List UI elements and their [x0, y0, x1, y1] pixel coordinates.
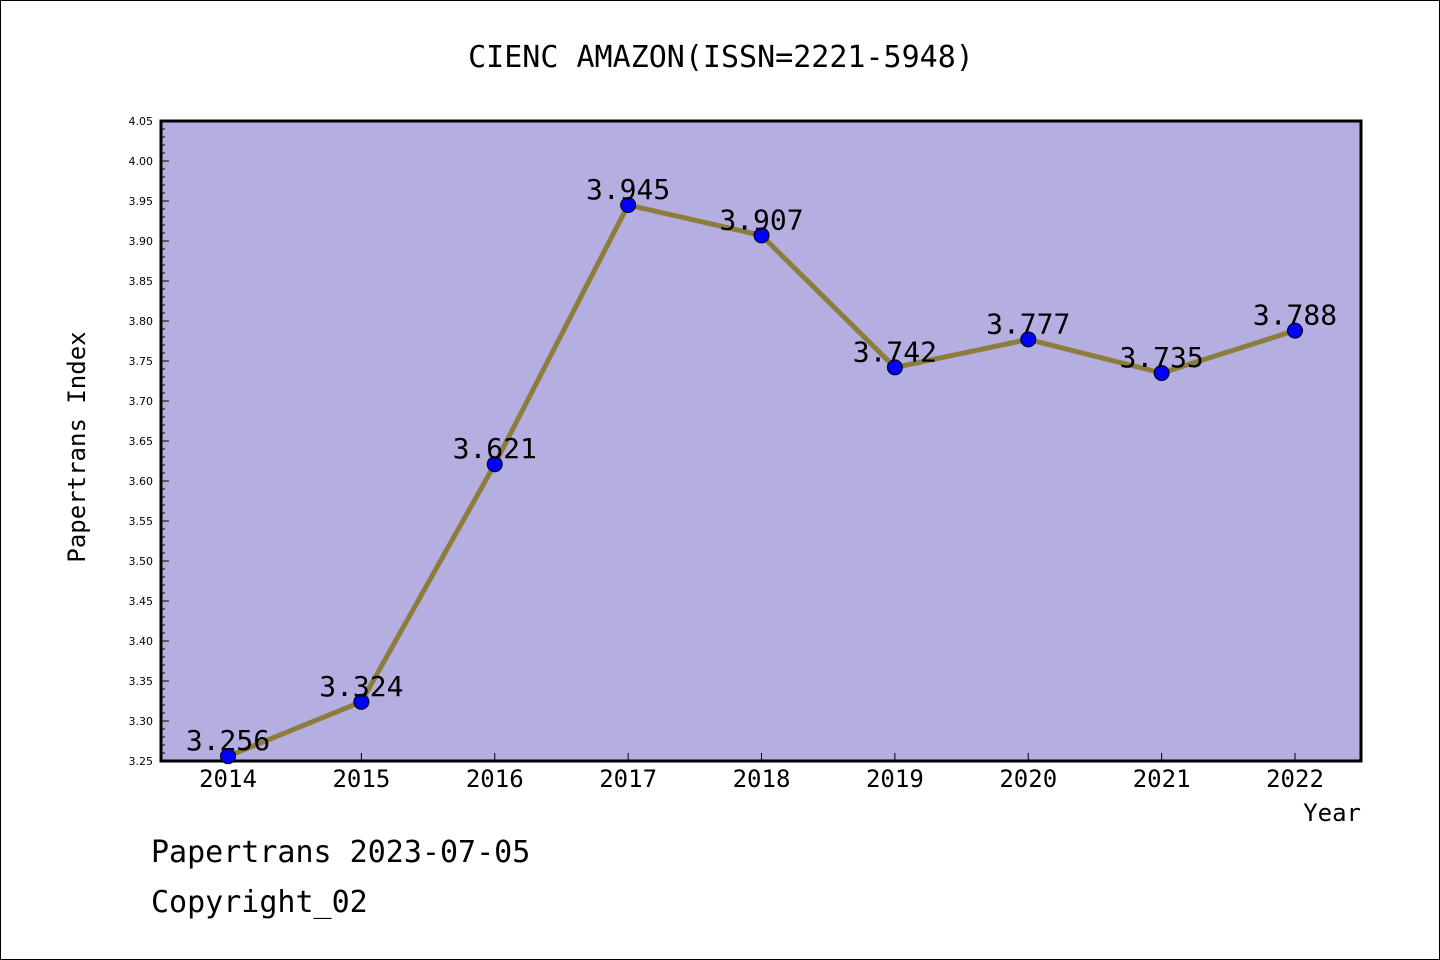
- series-line-group: [220, 197, 1303, 765]
- y-tick-label: 4.00: [129, 155, 154, 168]
- y-tick-label: 3.85: [129, 275, 154, 288]
- x-tick-label: 2018: [733, 765, 791, 793]
- data-label: 3.256: [186, 724, 270, 757]
- data-point: [753, 227, 770, 244]
- x-tick-label: 2022: [1266, 765, 1324, 793]
- y-tick-label: 3.40: [129, 635, 154, 648]
- x-tick-label: 2015: [332, 765, 390, 793]
- y-tick-label: 3.55: [129, 515, 154, 528]
- y-tick-label: 3.90: [129, 235, 154, 248]
- y-tick-label: 3.80: [129, 315, 154, 328]
- y-tick-label: 3.70: [129, 395, 154, 408]
- x-tick-label: 2016: [466, 765, 524, 793]
- y-tick-label: 3.35: [129, 675, 154, 688]
- data-point: [1287, 322, 1303, 339]
- chart-title: CIENC AMAZON(ISSN=2221-5948): [468, 40, 974, 75]
- footer-date: Papertrans 2023-07-05: [151, 835, 531, 870]
- data-label: 3.621: [453, 432, 537, 465]
- y-tick-label: 4.05: [129, 115, 154, 128]
- data-label: 3.742: [853, 335, 937, 368]
- data-label: 3.735: [1119, 341, 1203, 374]
- y-axis: 3.25 3.30 3.35 3.40 3.45 3.50 3.55 3.60 3.65 3.70…: [129, 115, 169, 768]
- data-label: 3.945: [586, 173, 670, 206]
- data-point: [486, 456, 503, 473]
- x-axis: 2014 2015 2016 2017 2018 2019 2020 2021 2022: [199, 753, 1324, 793]
- data-point: [620, 197, 637, 213]
- x-tick-label: 2019: [866, 765, 924, 793]
- x-tick-label: 2017: [599, 765, 657, 793]
- y-tick-label: 3.60: [129, 475, 154, 488]
- y-tick-label: 3.65: [129, 435, 154, 448]
- data-label: 3.788: [1253, 299, 1337, 332]
- data-point: [1020, 331, 1037, 348]
- y-axis-title: Papertrans Index: [63, 331, 91, 562]
- data-labels: 3.256 3.324 3.621 3.945 3.907 3.742 3.777 3.735…: [186, 173, 1337, 757]
- y-tick-label: 3.95: [129, 195, 154, 208]
- y-tick-label: 3.30: [129, 715, 154, 728]
- y-tick-label: 3.25: [129, 755, 154, 768]
- data-point: [886, 359, 903, 376]
- data-label: 3.907: [719, 203, 803, 236]
- data-point: [1153, 365, 1170, 381]
- x-tick-label: 2014: [199, 765, 257, 793]
- data-label: 3.777: [986, 307, 1070, 340]
- data-point: [220, 748, 236, 765]
- footer-copyright: Copyright_02: [151, 885, 368, 920]
- y-tick-label: 3.50: [129, 555, 154, 568]
- y-tick-label: 3.75: [129, 355, 154, 368]
- x-tick-label: 2021: [1133, 765, 1191, 793]
- data-label: 3.324: [319, 670, 403, 703]
- data-point: [353, 693, 370, 710]
- x-tick-label: 2020: [999, 765, 1057, 793]
- y-tick-label: 3.45: [129, 595, 154, 608]
- x-axis-title: Year: [1303, 799, 1361, 827]
